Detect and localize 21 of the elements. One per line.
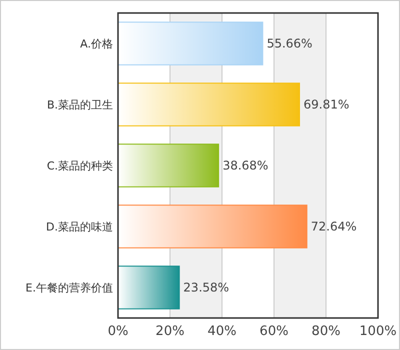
y-tick-label: B.菜品的卫生	[46, 98, 113, 112]
y-tick-label: C.菜品的种类	[46, 159, 113, 172]
x-tick-label: 0%	[108, 324, 128, 339]
data-label: 72.64%	[310, 220, 357, 234]
bar	[118, 22, 264, 66]
x-tick-label: 80%	[312, 324, 340, 339]
x-tick-label: 20%	[156, 324, 184, 339]
x-tick-label: 40%	[208, 324, 236, 339]
data-label: 55.66%	[266, 36, 312, 51]
data-label: 23.58%	[183, 280, 230, 295]
data-label: 38.68%	[222, 158, 268, 173]
y-tick-label: E.午餐的营养价值	[26, 281, 113, 294]
bar	[118, 204, 308, 248]
y-tick-label: A.价格	[80, 37, 113, 50]
data-label: 69.81%	[304, 98, 350, 112]
x-tick-label: 100%	[359, 324, 397, 339]
bar	[118, 144, 220, 188]
bar	[118, 266, 180, 310]
x-tick-label: 60%	[260, 324, 288, 339]
y-tick-label: D.菜品的味道	[46, 220, 113, 234]
bar	[118, 82, 300, 126]
